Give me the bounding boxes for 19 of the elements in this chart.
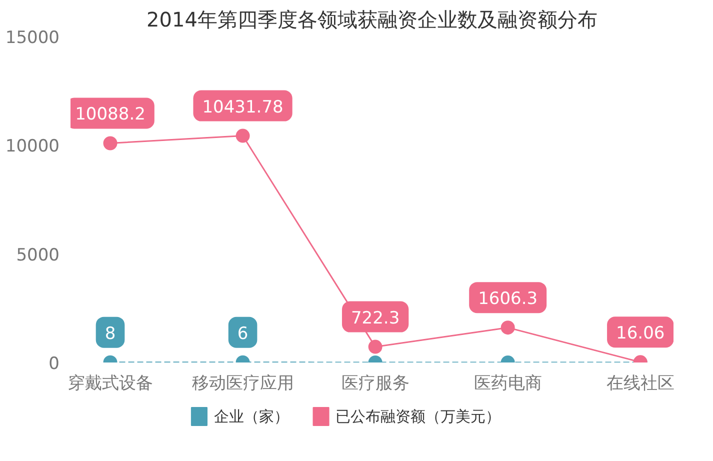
data-label: 10088.2 [75, 104, 146, 125]
y-tick-label: 15000 [5, 28, 60, 48]
y-tick-label: 0 [48, 354, 60, 374]
y-tick-label: 10000 [5, 136, 60, 157]
data-label: 6 [237, 324, 248, 344]
y-tick-label: 5000 [16, 245, 60, 266]
x-tick-label: 在线社区 [606, 374, 674, 394]
data-label: 16.06 [616, 324, 665, 344]
data-label: 722.3 [350, 308, 400, 328]
x-tick-label: 医药电商 [474, 374, 542, 394]
chart-title: 2014年第四季度各领域获融资企业数及融资额分布 [146, 8, 598, 32]
legend-label: 企业（家） [214, 408, 289, 426]
data-label: 8 [104, 324, 116, 344]
x-tick-label: 移动医疗应用 [192, 374, 294, 394]
legend-label: 已公布融资额（万美元） [336, 408, 501, 426]
x-tick-label: 穿戴式设备 [68, 374, 153, 394]
data-label: 10431.78 [202, 97, 284, 118]
x-tick-label: 医疗服务 [341, 374, 410, 394]
data-label: 1606.3 [478, 289, 538, 310]
